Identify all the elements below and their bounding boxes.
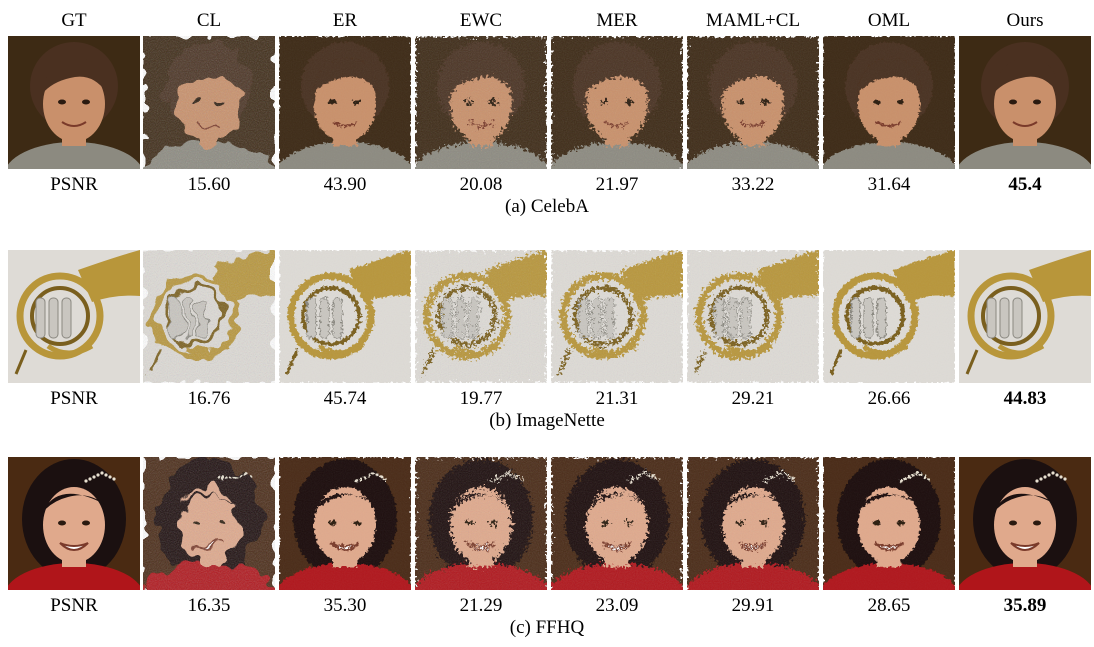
thumbnail-er — [279, 250, 411, 383]
thumbnail-ewc — [415, 457, 547, 590]
psnr-row: PSNR 16.76 45.74 19.77 21.31 29.21 26.66… — [0, 387, 1094, 413]
thumbnail-ours — [959, 457, 1091, 590]
panel-caption: (b) ImageNette — [489, 410, 605, 431]
psnr-value-cl: 16.35 — [187, 595, 231, 616]
thumbnail-ewc — [415, 250, 547, 383]
thumbnail-oml — [823, 36, 955, 169]
thumbnail-maml-cl — [687, 457, 819, 590]
thumbnail-maml-cl — [687, 36, 819, 169]
panel-celeba: PSNR 15.60 43.90 20.08 21.97 33.22 31.64… — [0, 36, 1094, 226]
thumbnail-gt — [8, 457, 140, 590]
psnr-row: PSNR 16.35 35.30 21.29 23.09 29.91 28.65… — [0, 594, 1094, 620]
panel-caption: (a) CelebA — [505, 196, 589, 217]
psnr-value-mer: 23.09 — [595, 595, 639, 616]
image-row — [0, 457, 1094, 590]
thumbnail-er — [279, 36, 411, 169]
psnr-value-maml-cl: 33.22 — [731, 174, 775, 195]
thumbnail-cl — [143, 36, 275, 169]
column-header-ours: Ours — [1006, 10, 1044, 31]
thumbnail-ewc — [415, 36, 547, 169]
image-row — [0, 36, 1094, 169]
thumbnail-maml-cl — [687, 250, 819, 383]
thumbnail-gt — [8, 250, 140, 383]
thumbnail-ours — [959, 36, 1091, 169]
psnr-value-er: 43.90 — [323, 174, 367, 195]
psnr-value-cl: 15.60 — [187, 174, 231, 195]
psnr-value-oml: 26.66 — [867, 388, 911, 409]
psnr-value-oml: 28.65 — [867, 595, 911, 616]
psnr-row: PSNR 15.60 43.90 20.08 21.97 33.22 31.64… — [0, 173, 1094, 199]
thumbnail-oml — [823, 250, 955, 383]
psnr-value-mer: 21.31 — [595, 388, 639, 409]
psnr-value-ewc: 19.77 — [459, 388, 503, 409]
psnr-value-oml: 31.64 — [867, 174, 911, 195]
panel-caption: (c) FFHQ — [509, 617, 585, 638]
psnr-value-cl: 16.76 — [187, 388, 231, 409]
psnr-label: PSNR — [50, 388, 98, 409]
panel-imagenette: PSNR 16.76 45.74 19.77 21.31 29.21 26.66… — [0, 250, 1094, 440]
thumbnail-cl — [143, 457, 275, 590]
psnr-value-maml-cl: 29.91 — [731, 595, 775, 616]
psnr-label: PSNR — [50, 174, 98, 195]
thumbnail-cl — [143, 250, 275, 383]
thumbnail-oml — [823, 457, 955, 590]
psnr-value-ewc: 21.29 — [459, 595, 503, 616]
column-header-mer: MER — [596, 10, 638, 31]
column-header-ewc: EWC — [459, 10, 503, 31]
psnr-value-ours: 45.4 — [1008, 174, 1042, 195]
thumbnail-gt — [8, 36, 140, 169]
psnr-value-maml-cl: 29.21 — [731, 388, 775, 409]
thumbnail-er — [279, 457, 411, 590]
psnr-value-er: 45.74 — [323, 388, 367, 409]
psnr-value-er: 35.30 — [323, 595, 367, 616]
psnr-label: PSNR — [50, 595, 98, 616]
panel-ffhq: PSNR 16.35 35.30 21.29 23.09 29.91 28.65… — [0, 457, 1094, 647]
psnr-value-ours: 35.89 — [1003, 595, 1047, 616]
column-header-oml: OML — [867, 10, 911, 31]
column-header-maml-cl: MAML+CL — [705, 10, 801, 31]
thumbnail-ours — [959, 250, 1091, 383]
thumbnail-mer — [551, 36, 683, 169]
method-header-row: GT CL ER EWC MER MAML+CL OML Ours — [0, 0, 1094, 34]
image-row — [0, 250, 1094, 383]
column-header-gt: GT — [61, 10, 87, 31]
psnr-value-ewc: 20.08 — [459, 174, 503, 195]
thumbnail-mer — [551, 457, 683, 590]
column-header-er: ER — [332, 10, 358, 31]
thumbnail-mer — [551, 250, 683, 383]
column-header-cl: CL — [196, 10, 222, 31]
psnr-value-mer: 21.97 — [595, 174, 639, 195]
psnr-value-ours: 44.83 — [1003, 388, 1047, 409]
